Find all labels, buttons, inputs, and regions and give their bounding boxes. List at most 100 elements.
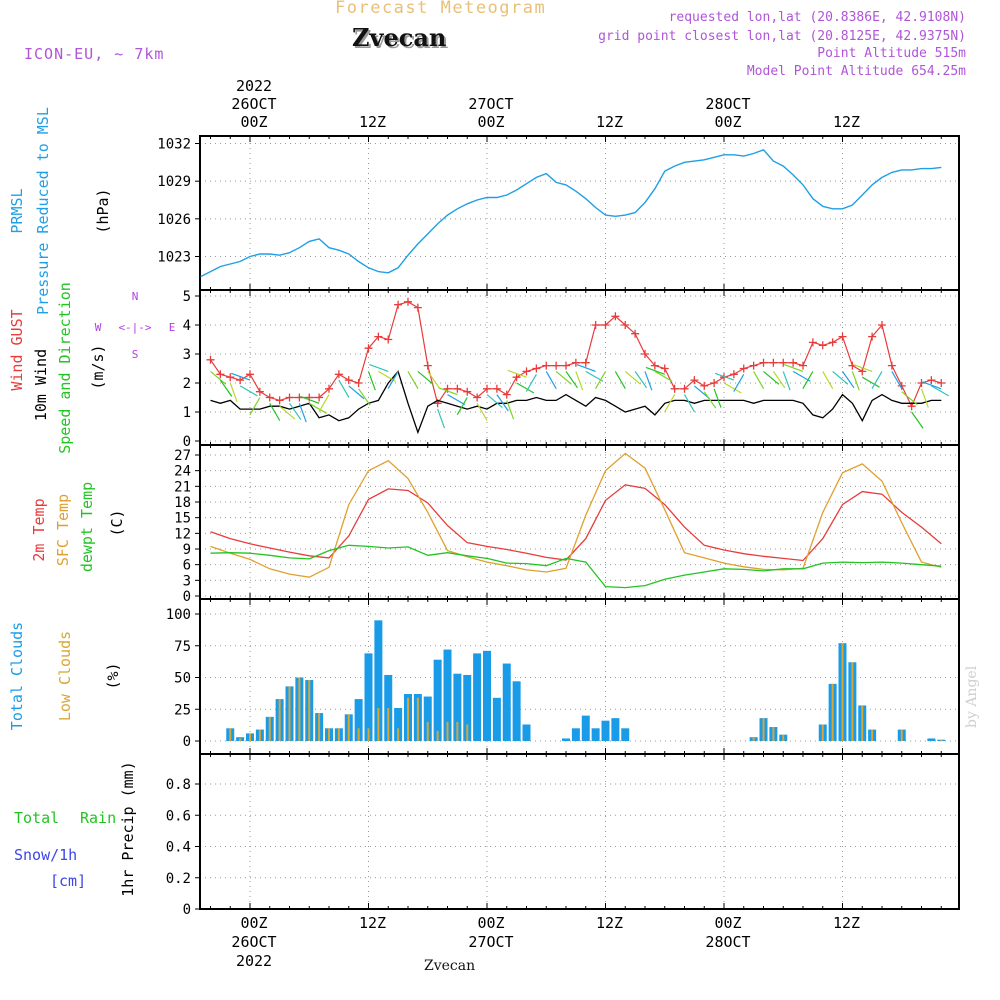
wind10m-line bbox=[210, 370, 942, 435]
wind-arrow bbox=[922, 381, 942, 390]
precip-frame bbox=[199, 753, 960, 910]
low-cloud-bar bbox=[298, 677, 301, 741]
wind-arrow bbox=[683, 394, 696, 413]
bottom-time-label: 28OCT bbox=[705, 933, 750, 951]
grid-point-coordinates: grid point closest lon,lat (20.8125E, 42… bbox=[598, 29, 966, 44]
tsfc-line bbox=[210, 452, 942, 578]
gust-point bbox=[562, 361, 570, 370]
gust-point bbox=[522, 367, 531, 376]
total-cloud-bar bbox=[571, 728, 580, 741]
wind-arrow bbox=[369, 363, 389, 372]
total-cloud-bar bbox=[443, 649, 452, 741]
low-cloud-bar bbox=[752, 737, 755, 741]
top-time-label: 00Z bbox=[477, 113, 504, 131]
gust-point bbox=[265, 393, 274, 402]
low-cloud-bar bbox=[337, 728, 340, 741]
wind-arrow bbox=[358, 388, 371, 406]
temp-y-tick-label: 9 bbox=[183, 542, 191, 558]
low-cloud-bar bbox=[426, 721, 429, 741]
wind-unit: (m/s) bbox=[89, 344, 107, 389]
wind-arrow bbox=[308, 402, 327, 414]
low-cloud-bar bbox=[851, 662, 854, 741]
wind-compass: N S W E <-|-> bbox=[95, 290, 176, 361]
temp-y-tick-label: 12 bbox=[174, 526, 191, 542]
model-label: ICON-EU, ~ 7km bbox=[24, 45, 165, 63]
low-cloud-bar bbox=[258, 729, 261, 741]
wind-arrow bbox=[300, 395, 320, 404]
temp-legend-label: 2m Temp bbox=[30, 498, 48, 561]
temp-unit: (C) bbox=[108, 509, 126, 536]
top-time-label: 00Z bbox=[240, 113, 267, 131]
prmsl-label: PRMSL bbox=[8, 188, 26, 233]
wind-arrow bbox=[851, 371, 860, 391]
pressure-unit: (hPa) bbox=[94, 188, 112, 233]
wind-arrow bbox=[239, 385, 258, 397]
total-cloud-bar bbox=[611, 718, 620, 741]
low-cloud-bar bbox=[831, 683, 834, 741]
precip-y-tick-label: 0.6 bbox=[166, 808, 191, 824]
wind-arrow bbox=[822, 371, 834, 390]
temp-y-tick-label: 27 bbox=[174, 448, 191, 464]
gust-point bbox=[246, 370, 254, 379]
gust-point bbox=[680, 384, 689, 393]
wind-arrow bbox=[891, 371, 903, 390]
pressure-panel: 1023 1026 1029 1032 bbox=[157, 135, 960, 291]
wind-arrow bbox=[525, 373, 537, 392]
gust-point bbox=[601, 321, 610, 329]
wind-arrow bbox=[318, 394, 330, 413]
gust-point bbox=[483, 384, 491, 393]
gust-point bbox=[621, 321, 630, 329]
pressure-unit-label: (hPa) bbox=[94, 188, 112, 233]
wind-arrow bbox=[438, 387, 458, 396]
wind-arrow bbox=[507, 369, 527, 378]
low-clouds-label: Low Clouds bbox=[56, 631, 74, 721]
bottom-time-label: 26OCT bbox=[231, 933, 276, 951]
bottom-time-label: 00Z bbox=[240, 914, 267, 932]
wind-arrow bbox=[417, 370, 434, 385]
wind-arrow bbox=[861, 376, 880, 388]
wind-arrow bbox=[476, 402, 488, 421]
gust-point bbox=[285, 393, 294, 402]
precip-y-tick-label: 0.4 bbox=[166, 840, 191, 856]
gust-point bbox=[473, 393, 482, 402]
top-time-label: 2022 bbox=[236, 77, 272, 95]
wind-arrow bbox=[338, 379, 350, 398]
wind-arrow bbox=[555, 370, 572, 385]
precip-y-tick-label: 0 bbox=[183, 902, 191, 918]
low-cloud-bar bbox=[377, 707, 380, 741]
gust-point bbox=[779, 358, 788, 367]
point-altitude: Point Altitude 515m bbox=[817, 46, 966, 61]
gust-point bbox=[255, 387, 264, 396]
model-altitude: Model Point Altitude 654.25m bbox=[746, 64, 966, 79]
total-cloud-bar bbox=[423, 696, 432, 741]
gust-point bbox=[868, 332, 877, 341]
low-cloud-bar bbox=[347, 714, 350, 741]
gust-markers bbox=[206, 297, 946, 411]
precip-unit-label: 1hr Precip (mm) bbox=[119, 761, 137, 896]
wind-gust-label: Wind GUST bbox=[8, 309, 26, 390]
pressure-y-tick-label: 1026 bbox=[157, 212, 191, 228]
temp-y-tick-label: 0 bbox=[183, 589, 191, 605]
gust-point bbox=[789, 358, 798, 367]
wind-arrow bbox=[911, 411, 924, 429]
total-cloud-bar bbox=[354, 699, 363, 741]
forecast-title: Forecast Meteogram bbox=[335, 0, 547, 18]
wind-y-tick-label: 5 bbox=[183, 289, 191, 305]
top-time-label: 28OCT bbox=[705, 95, 750, 113]
cloud-legend-2: Low Clouds bbox=[56, 631, 74, 721]
gust-point bbox=[769, 358, 778, 367]
low-cloud-bar bbox=[772, 727, 775, 741]
wind-arrow bbox=[516, 382, 535, 394]
gust-point bbox=[374, 332, 383, 341]
precip-y-tick-label: 0.2 bbox=[166, 871, 191, 887]
low-cloud-bar bbox=[446, 721, 449, 741]
gust-point bbox=[631, 329, 640, 338]
pressure-y-tick-label: 1023 bbox=[157, 250, 191, 266]
low-cloud-bar bbox=[239, 738, 242, 741]
gust-point bbox=[354, 379, 363, 387]
gust-point bbox=[492, 384, 501, 393]
precip-y-tick-label: 0.8 bbox=[166, 777, 191, 793]
temp-y-tick-label: 24 bbox=[174, 464, 191, 480]
wind-arrow bbox=[367, 371, 376, 391]
gust-point bbox=[828, 338, 837, 347]
